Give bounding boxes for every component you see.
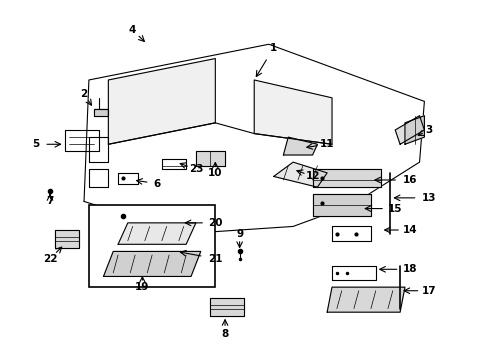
Polygon shape bbox=[283, 137, 317, 155]
Polygon shape bbox=[273, 162, 326, 187]
Polygon shape bbox=[108, 59, 215, 144]
Polygon shape bbox=[312, 194, 370, 216]
Text: 15: 15 bbox=[387, 203, 402, 213]
Text: 3: 3 bbox=[425, 125, 432, 135]
Text: 19: 19 bbox=[135, 282, 149, 292]
Text: 8: 8 bbox=[221, 329, 228, 339]
Text: 16: 16 bbox=[402, 175, 416, 185]
Polygon shape bbox=[84, 44, 424, 234]
Polygon shape bbox=[103, 251, 201, 276]
Polygon shape bbox=[94, 109, 108, 116]
Polygon shape bbox=[210, 298, 244, 316]
Text: 11: 11 bbox=[319, 139, 334, 149]
Text: 18: 18 bbox=[402, 264, 416, 274]
Text: 1: 1 bbox=[269, 43, 277, 53]
Text: 6: 6 bbox=[153, 179, 160, 189]
Polygon shape bbox=[326, 287, 404, 312]
Text: 14: 14 bbox=[402, 225, 416, 235]
Text: 22: 22 bbox=[42, 253, 57, 264]
Text: 5: 5 bbox=[32, 139, 39, 149]
Polygon shape bbox=[312, 169, 380, 187]
Text: 13: 13 bbox=[421, 193, 436, 203]
Text: 10: 10 bbox=[208, 168, 222, 178]
Text: 12: 12 bbox=[305, 171, 319, 181]
Polygon shape bbox=[394, 116, 424, 144]
Polygon shape bbox=[404, 116, 424, 144]
Text: 20: 20 bbox=[208, 218, 222, 228]
Text: 17: 17 bbox=[421, 286, 436, 296]
Bar bbox=[89, 205, 215, 287]
Text: 2: 2 bbox=[80, 89, 87, 99]
Polygon shape bbox=[254, 80, 331, 144]
Text: 21: 21 bbox=[208, 253, 222, 264]
Polygon shape bbox=[55, 230, 79, 248]
Polygon shape bbox=[196, 152, 224, 166]
Text: 23: 23 bbox=[188, 164, 203, 174]
Text: 4: 4 bbox=[129, 25, 136, 35]
Polygon shape bbox=[118, 223, 196, 244]
Text: 7: 7 bbox=[46, 197, 54, 206]
Text: 9: 9 bbox=[236, 229, 243, 239]
